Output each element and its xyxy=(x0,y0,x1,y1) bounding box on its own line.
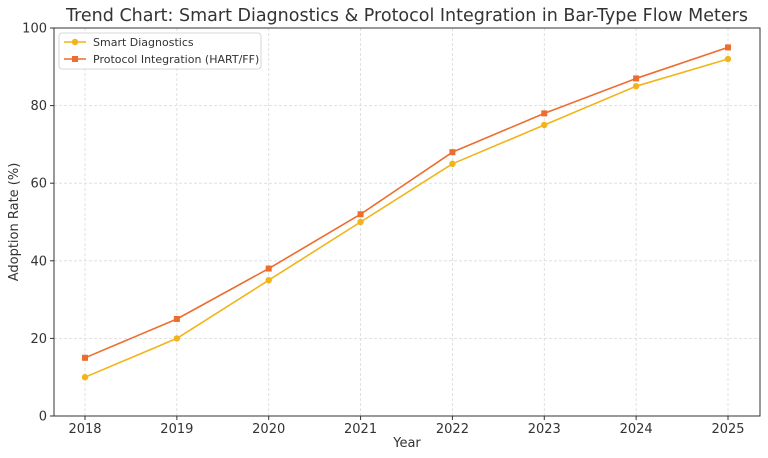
x-tick-label-2019: 2019 xyxy=(160,422,193,437)
y-tick-label-80: 80 xyxy=(30,99,47,114)
x-axis-label: Year xyxy=(392,436,421,451)
data-point xyxy=(632,83,640,90)
x-tick-label-2024: 2024 xyxy=(620,422,653,437)
x-tick-label-2022: 2022 xyxy=(436,422,469,437)
data-point xyxy=(357,211,364,218)
data-point xyxy=(725,44,731,51)
x-tick-label-2018: 2018 xyxy=(68,422,101,437)
plot-frame xyxy=(53,27,761,417)
legend-label-1: Protocol Integration (HART/FF) xyxy=(93,53,259,66)
data-point xyxy=(541,110,548,117)
axis-ticks: 2018 2019 2020 2021 2022 2023 2024 2025 0 20 40 60 8… xyxy=(22,22,744,438)
data-point xyxy=(81,374,89,381)
data-point xyxy=(449,149,456,156)
y-tick-label-20: 20 xyxy=(30,332,47,347)
data-point xyxy=(449,160,456,167)
chart-title: Trend Chart: Smart Diagnostics & Protoco… xyxy=(65,6,748,26)
series-line-0 xyxy=(84,58,729,378)
data-point xyxy=(173,316,180,322)
y-tick-label-100: 100 xyxy=(22,22,47,37)
data-point xyxy=(82,354,88,361)
y-tick-label-0: 0 xyxy=(39,410,47,425)
series-1 xyxy=(82,44,731,361)
y-tick-label-40: 40 xyxy=(30,254,47,269)
data-point xyxy=(357,218,364,226)
data-point xyxy=(265,265,272,272)
data-point xyxy=(541,121,548,129)
grid xyxy=(54,27,760,417)
data-point xyxy=(173,335,181,342)
series-layer xyxy=(81,44,732,381)
data-point xyxy=(633,75,640,82)
y-tick-label-60: 60 xyxy=(30,177,47,192)
legend-marker-0 xyxy=(71,38,79,46)
x-tick-label-2025: 2025 xyxy=(711,422,744,437)
series-0 xyxy=(81,55,732,381)
x-tick-label-2021: 2021 xyxy=(344,422,377,437)
legend-box xyxy=(58,32,262,70)
series-line-1 xyxy=(84,46,729,359)
x-tick-label-2020: 2020 xyxy=(252,422,285,437)
x-tick-label-2023: 2023 xyxy=(528,422,561,437)
legend: Smart Diagnostics Protocol Integration (H… xyxy=(58,32,262,70)
y-axis-label: Adoption Rate (%) xyxy=(7,163,22,282)
legend-marker-1 xyxy=(72,56,78,62)
data-point xyxy=(265,277,272,284)
data-point xyxy=(724,55,732,63)
legend-label-0: Smart Diagnostics xyxy=(93,36,194,49)
